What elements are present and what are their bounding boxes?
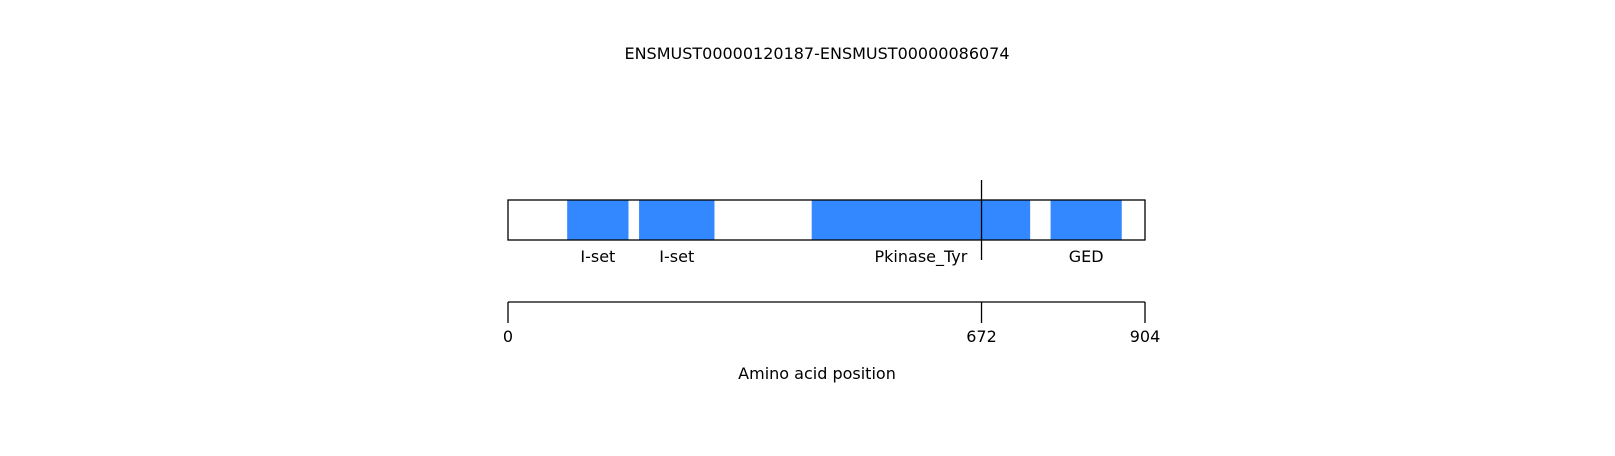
domain-block-pkinase-tyr-2 <box>811 200 1031 240</box>
protein-outline <box>507 199 1146 241</box>
domain-block-i-set-0 <box>567 200 629 240</box>
axis-tick-layer: 0 672 904 <box>503 302 1160 346</box>
position-axis: 0 672 904 <box>503 301 1160 346</box>
domain-block-ged-3 <box>1050 200 1122 240</box>
domain-label: I-set <box>659 247 694 266</box>
diagram-title: ENSMUST00000120187-ENSMUST00000086074 <box>624 44 1009 63</box>
domain-layer <box>567 200 1122 240</box>
domain-label: I-set <box>580 247 615 266</box>
axis-tick-label: 672 <box>966 327 997 346</box>
domain-label: GED <box>1069 247 1104 266</box>
axis-tick-label: 0 <box>503 327 513 346</box>
axis-tick-label: 904 <box>1130 327 1161 346</box>
domain-block-i-set-1 <box>639 200 715 240</box>
axis-label: Amino acid position <box>738 364 896 383</box>
domain-label-layer: I-set I-set Pkinase_Tyr GED <box>580 247 1103 267</box>
domain-label: Pkinase_Tyr <box>875 247 968 267</box>
